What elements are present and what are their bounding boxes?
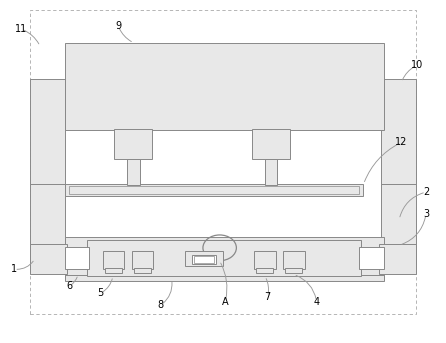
Bar bbox=[30, 244, 67, 274]
Text: 9: 9 bbox=[115, 21, 121, 31]
Bar bbox=[105, 268, 122, 273]
Bar bbox=[30, 79, 65, 185]
Text: 3: 3 bbox=[423, 209, 429, 220]
Bar bbox=[65, 43, 384, 130]
Bar bbox=[252, 129, 290, 159]
Text: 6: 6 bbox=[66, 281, 72, 292]
Bar bbox=[254, 251, 276, 269]
Text: 5: 5 bbox=[97, 288, 103, 298]
Bar bbox=[87, 240, 361, 276]
Text: 7: 7 bbox=[264, 292, 271, 302]
Text: 8: 8 bbox=[157, 300, 164, 310]
Bar bbox=[65, 247, 89, 269]
Bar bbox=[194, 256, 214, 263]
Text: 11: 11 bbox=[15, 24, 28, 34]
Text: 1: 1 bbox=[11, 264, 17, 274]
Bar bbox=[283, 251, 305, 269]
Bar bbox=[30, 10, 416, 314]
Text: 12: 12 bbox=[395, 137, 408, 147]
Bar bbox=[381, 79, 416, 185]
Bar bbox=[192, 255, 216, 264]
Text: 4: 4 bbox=[314, 297, 320, 307]
Bar bbox=[127, 159, 140, 185]
Bar bbox=[379, 244, 416, 274]
Bar bbox=[65, 184, 363, 196]
Text: 10: 10 bbox=[411, 60, 423, 70]
Bar bbox=[359, 247, 384, 269]
Bar bbox=[381, 184, 416, 264]
Bar bbox=[134, 268, 151, 273]
Bar bbox=[285, 268, 302, 273]
Bar bbox=[265, 159, 277, 185]
Bar bbox=[103, 251, 124, 269]
Text: A: A bbox=[222, 297, 228, 307]
Text: 2: 2 bbox=[423, 187, 429, 197]
Bar bbox=[65, 237, 384, 280]
Bar bbox=[132, 251, 153, 269]
Bar bbox=[65, 275, 384, 281]
Bar bbox=[185, 251, 223, 266]
Bar bbox=[114, 129, 152, 159]
Bar bbox=[69, 186, 359, 194]
Bar bbox=[30, 184, 65, 264]
Bar bbox=[256, 268, 273, 273]
